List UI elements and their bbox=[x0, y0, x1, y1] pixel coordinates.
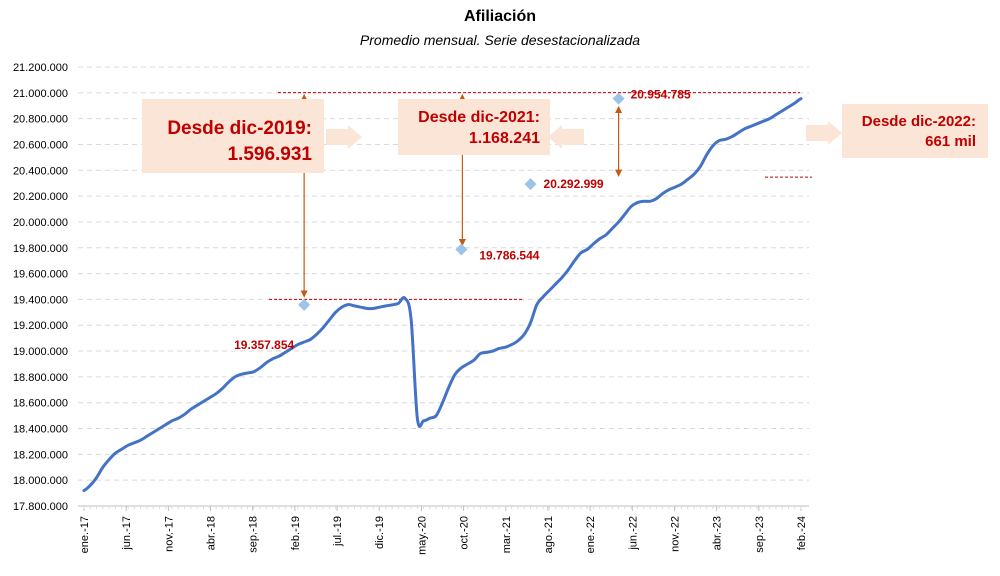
y-tick-label: 19.200.000 bbox=[13, 320, 68, 332]
value-marker bbox=[524, 178, 537, 191]
y-tick-label: 21.000.000 bbox=[13, 88, 68, 100]
annotation-box-dic-2019: Desde dic-2019: 1.596.931 bbox=[142, 99, 324, 173]
x-tick-label: nov.-22 bbox=[669, 516, 681, 552]
annotation-label: Desde dic-2021: bbox=[418, 109, 540, 126]
annotation-value: 1.596.931 bbox=[227, 144, 312, 165]
block-arrow bbox=[326, 125, 362, 149]
y-tick-label: 18.000.000 bbox=[13, 475, 68, 487]
annotation-label: Desde dic-2019: bbox=[167, 118, 312, 139]
value-marker bbox=[455, 243, 468, 256]
x-tick-label: sep.-23 bbox=[754, 516, 766, 553]
y-tick-label: 20.600.000 bbox=[13, 139, 68, 151]
x-tick-label: sep.-18 bbox=[248, 516, 260, 553]
annotation-box-dic-2021: Desde dic-2021: 1.168.241 bbox=[398, 99, 550, 155]
annotation-box-dic-2022: Desde dic-2022: 661 mil bbox=[842, 104, 988, 158]
value-marker bbox=[612, 92, 625, 105]
x-axis-ticks: ene.-17 jun.-17 nov.-17 abr.-18 sep.-18 feb.-… bbox=[79, 506, 808, 555]
x-tick-label: jun.-17 bbox=[121, 516, 133, 551]
y-tick-label: 20.200.000 bbox=[13, 191, 68, 203]
y-tick-label: 19.000.000 bbox=[13, 346, 68, 358]
y-tick-label: 17.800.000 bbox=[13, 501, 68, 513]
y-tick-label: 21.200.000 bbox=[13, 62, 68, 74]
y-tick-label: 19.600.000 bbox=[13, 269, 68, 281]
block-arrow bbox=[548, 125, 584, 149]
x-tick-label: may.-20 bbox=[416, 516, 428, 555]
data-label: 20.954.785 bbox=[631, 88, 691, 102]
x-tick-label: feb.-24 bbox=[796, 516, 808, 550]
x-tick-label: jul.-19 bbox=[332, 516, 344, 547]
data-label: 20.292.999 bbox=[544, 177, 604, 191]
reference-lines bbox=[269, 92, 812, 300]
series-line bbox=[82, 97, 803, 493]
x-tick-label: ene.-22 bbox=[585, 516, 597, 553]
x-tick-label: feb.-19 bbox=[290, 516, 302, 550]
annotation-value: 661 mil bbox=[925, 133, 976, 150]
x-tick-label: mar.-21 bbox=[501, 516, 513, 553]
y-tick-label: 20.000.000 bbox=[13, 217, 68, 229]
value-markers: 19.357.854 19.786.544 20.292.999 20.954.785 bbox=[234, 88, 691, 352]
x-tick-label: nov.-17 bbox=[163, 516, 175, 552]
block-arrow bbox=[806, 121, 842, 145]
y-tick-label: 18.600.000 bbox=[13, 398, 68, 410]
y-tick-label: 19.800.000 bbox=[13, 243, 68, 255]
x-tick-label: dic.-19 bbox=[374, 516, 386, 549]
series-lines bbox=[82, 97, 803, 493]
x-tick-label: oct.-20 bbox=[459, 516, 471, 550]
x-tick-label: ene.-17 bbox=[79, 516, 91, 553]
y-tick-label: 20.400.000 bbox=[13, 165, 68, 177]
y-tick-label: 19.400.000 bbox=[13, 294, 68, 306]
annotation-arrows bbox=[326, 121, 842, 149]
x-tick-label: abr.-23 bbox=[712, 516, 724, 550]
chart-title: Afiliación bbox=[463, 8, 536, 25]
annotation-value: 1.168.241 bbox=[468, 130, 540, 147]
y-tick-label: 20.800.000 bbox=[13, 114, 68, 126]
data-label: 19.357.854 bbox=[234, 338, 294, 352]
chart-subtitle: Promedio mensual. Serie desestacionaliza… bbox=[359, 32, 641, 48]
value-marker bbox=[298, 298, 311, 311]
data-label: 19.786.544 bbox=[479, 249, 539, 263]
y-tick-label: 18.800.000 bbox=[13, 372, 68, 384]
x-tick-label: abr.-18 bbox=[206, 516, 218, 550]
y-tick-label: 18.200.000 bbox=[13, 449, 68, 461]
y-tick-label: 18.400.000 bbox=[13, 424, 68, 436]
annotation-label: Desde dic-2022: bbox=[861, 113, 976, 130]
y-axis-ticks: 17.800.000 18.000.000 18.200.000 18.400.000… bbox=[13, 62, 68, 513]
x-tick-label: jun.-22 bbox=[627, 516, 639, 551]
x-tick-label: ago.-21 bbox=[543, 516, 555, 553]
